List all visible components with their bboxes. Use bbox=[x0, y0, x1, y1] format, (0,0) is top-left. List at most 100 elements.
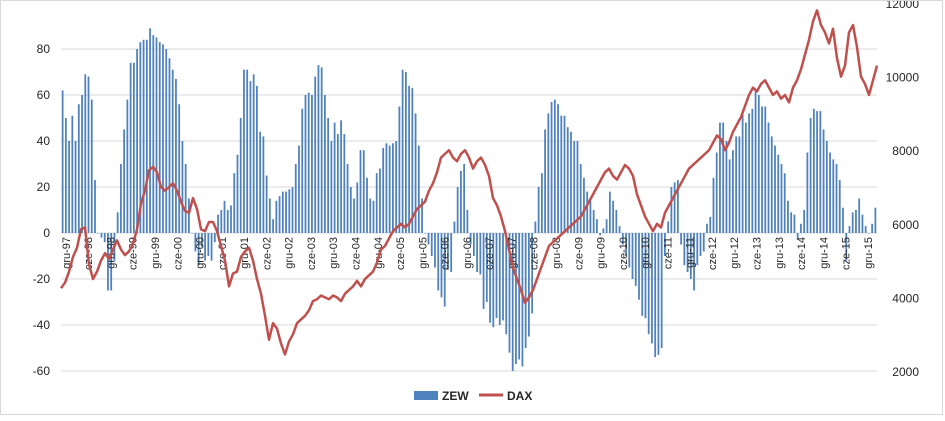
zew-bar bbox=[673, 182, 676, 233]
zew-bar bbox=[239, 118, 242, 233]
zew-bar bbox=[596, 219, 598, 233]
zew-bar bbox=[744, 122, 747, 233]
x-tick-label: gru-09 bbox=[596, 237, 608, 269]
zew-bar bbox=[502, 233, 504, 321]
zew-bar bbox=[793, 214, 796, 233]
zew-bar bbox=[333, 122, 336, 233]
zew-bar bbox=[171, 69, 174, 233]
zew-bar bbox=[654, 233, 657, 358]
legend-zew-swatch bbox=[414, 391, 438, 400]
zew-bar bbox=[453, 221, 456, 233]
zew-bar bbox=[693, 233, 695, 291]
zew-bar bbox=[586, 191, 589, 233]
zew-bar bbox=[382, 147, 385, 233]
zew-bar bbox=[184, 164, 187, 233]
zew-bar bbox=[246, 69, 249, 233]
zew-bar bbox=[434, 233, 436, 268]
zew-bars bbox=[61, 28, 877, 371]
zew-bar bbox=[77, 104, 80, 233]
x-tick-label: gru-10 bbox=[640, 237, 652, 269]
zew-bar bbox=[191, 233, 194, 234]
zew-bar bbox=[440, 233, 443, 298]
zew-bar bbox=[757, 95, 760, 233]
zew-bar bbox=[540, 173, 543, 233]
zew-bar bbox=[207, 233, 210, 256]
zew-bar bbox=[437, 233, 440, 291]
zew-bar bbox=[288, 189, 291, 233]
zew-bar bbox=[460, 170, 462, 233]
zew-bar bbox=[676, 180, 679, 233]
zew-bar bbox=[268, 198, 271, 233]
zew-bar bbox=[408, 85, 410, 233]
zew-bar bbox=[262, 136, 265, 233]
x-tick-label: gru-97 bbox=[61, 237, 73, 269]
x-tick-label: gru-06 bbox=[462, 237, 474, 269]
x-tick-label: gru-02 bbox=[284, 237, 296, 269]
zew-bar bbox=[608, 191, 611, 233]
zew-bar bbox=[74, 141, 77, 233]
zew-bar bbox=[469, 233, 472, 245]
right-axis-ticks: 12000 10000 8000 6000 4000 2000 bbox=[886, 0, 920, 379]
zew-bar bbox=[392, 143, 394, 233]
right-tick-label: 12000 bbox=[886, 1, 920, 11]
zew-bar bbox=[204, 233, 206, 261]
zew-bar bbox=[443, 233, 446, 307]
zew-bar bbox=[278, 196, 281, 233]
zew-bar bbox=[537, 187, 540, 233]
zew-bar bbox=[132, 62, 135, 233]
zew-bar bbox=[864, 226, 867, 233]
zew-bar bbox=[664, 233, 666, 256]
zew-bar bbox=[181, 141, 184, 233]
left-tick-label: 20 bbox=[37, 180, 51, 194]
left-tick-label: 60 bbox=[37, 88, 51, 102]
left-tick-label: -40 bbox=[33, 318, 51, 332]
zew-bar bbox=[68, 141, 70, 233]
zew-bar bbox=[294, 164, 297, 233]
zew-bar bbox=[327, 118, 330, 233]
right-tick-label: 2000 bbox=[892, 365, 919, 379]
zew-bar bbox=[696, 233, 699, 266]
zew-bar bbox=[94, 180, 96, 233]
zew-bar bbox=[712, 177, 715, 233]
zew-bar bbox=[145, 39, 148, 233]
zew-bar bbox=[702, 233, 705, 252]
zew-bar bbox=[621, 233, 624, 245]
zew-bar bbox=[553, 99, 556, 233]
zew-bar bbox=[686, 233, 689, 273]
x-tick-label: gru-07 bbox=[507, 237, 519, 269]
left-axis-ticks: 80 60 40 20 0 -20 -40 -60 bbox=[33, 42, 51, 378]
dax-line-layer bbox=[59, 9, 879, 356]
zew-bar bbox=[372, 200, 375, 233]
zew-bar bbox=[385, 143, 388, 233]
zew-bar bbox=[291, 187, 294, 233]
zew-bar bbox=[165, 49, 168, 233]
zew-bar bbox=[450, 233, 453, 273]
zew-bar bbox=[152, 35, 155, 234]
zew-bar bbox=[362, 150, 365, 233]
zew-bar bbox=[427, 233, 430, 245]
zew-bar bbox=[120, 164, 122, 233]
zew-bar bbox=[142, 39, 145, 233]
left-tick-label: 80 bbox=[37, 42, 51, 56]
zew-bar bbox=[281, 191, 284, 233]
zew-bar bbox=[97, 233, 100, 234]
zew-bar bbox=[751, 108, 754, 233]
gridlines bbox=[61, 48, 877, 372]
zew-bar bbox=[175, 78, 177, 234]
zew-bar bbox=[592, 210, 595, 233]
zew-bar bbox=[265, 175, 268, 233]
zew-bar bbox=[388, 145, 391, 233]
x-tick-label: gru-03 bbox=[328, 237, 340, 269]
x-tick-label: cze-10 bbox=[618, 237, 630, 270]
zew-bar bbox=[531, 233, 534, 314]
zew-bar bbox=[301, 108, 304, 233]
zew-bar bbox=[858, 198, 861, 233]
zew-bar bbox=[421, 198, 423, 233]
zew-bar bbox=[489, 233, 491, 323]
zew-bar bbox=[482, 233, 485, 309]
zew-bar bbox=[84, 74, 87, 233]
zew-bar bbox=[683, 233, 686, 266]
zew-bar bbox=[178, 104, 181, 233]
